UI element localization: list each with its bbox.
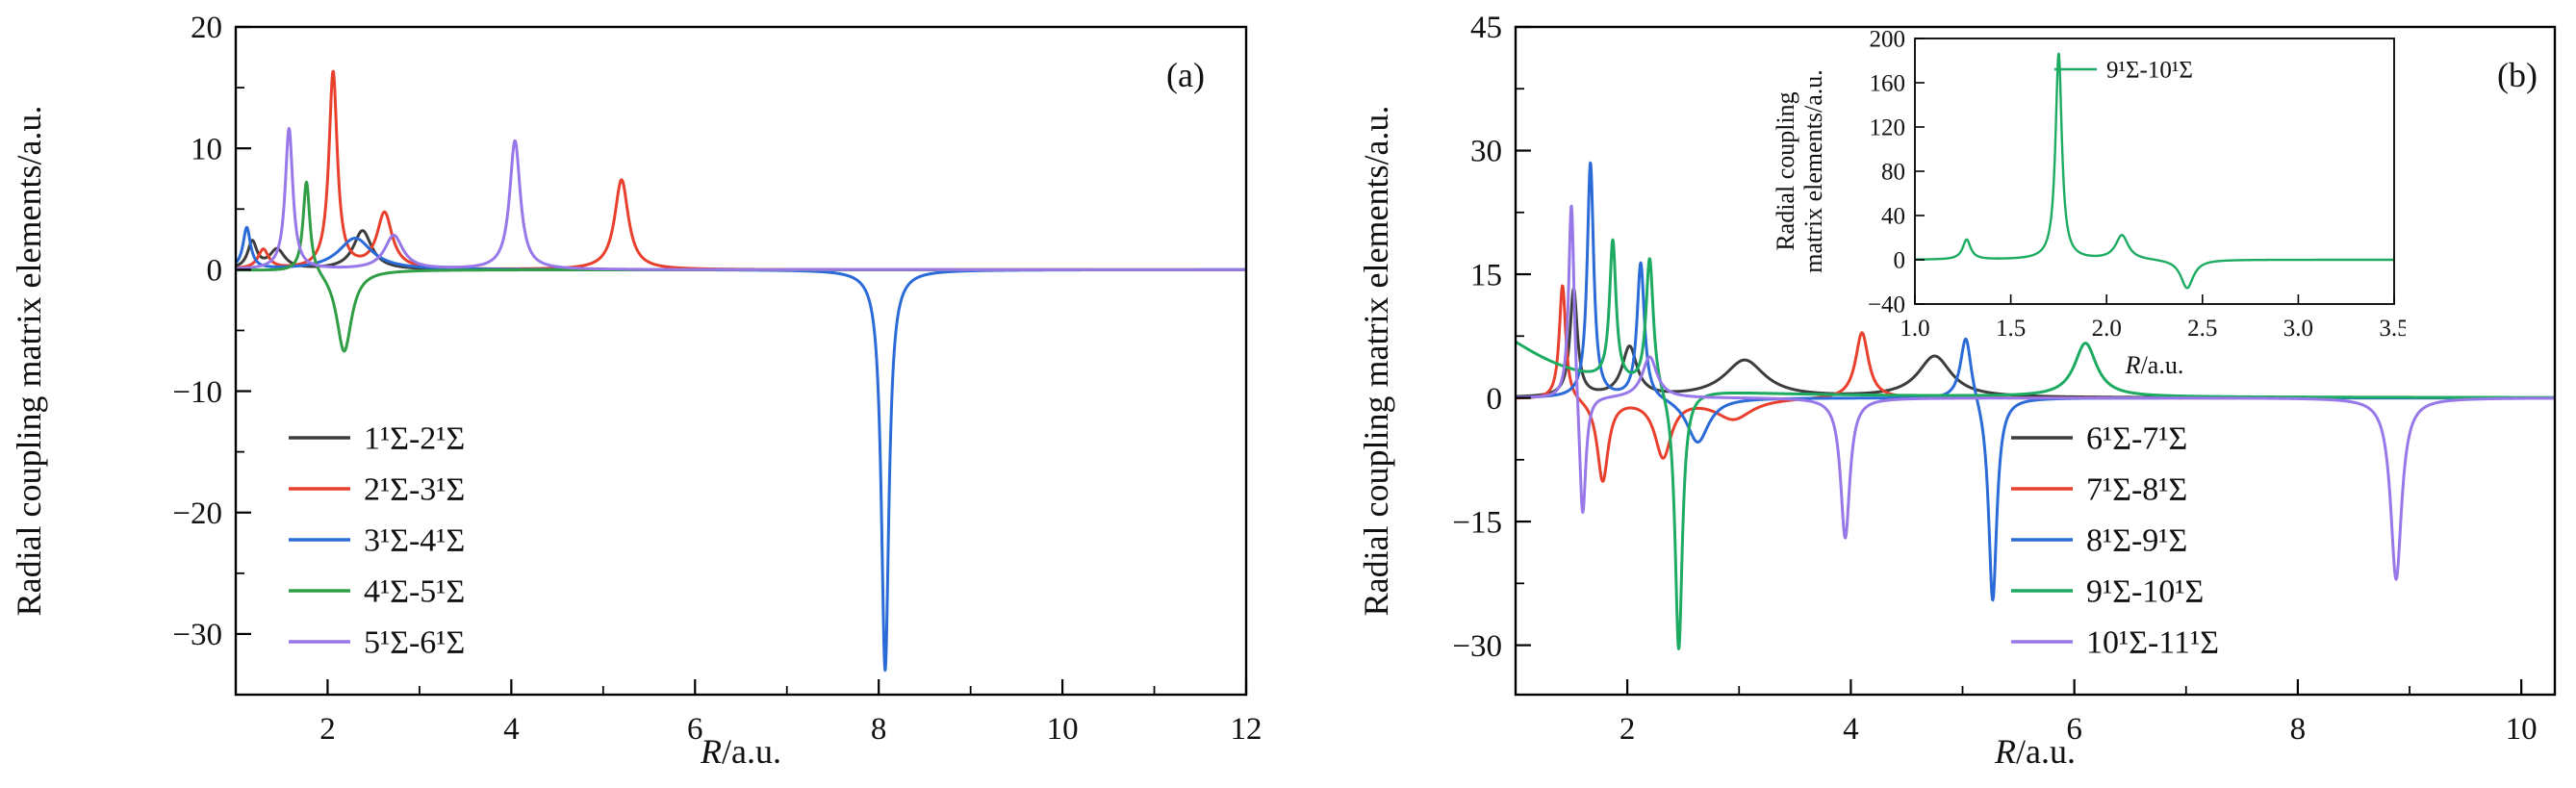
series-group xyxy=(1516,161,2555,650)
panel-a: 2 4 6 8 10 12 −30 −20 −10 0 10 20 R/a.u. Radial coupl… xyxy=(10,11,1262,771)
x-tick-label: 10 xyxy=(1047,712,1079,747)
y-tick-label: −30 xyxy=(1452,629,1502,664)
legend-label: 4¹Σ-5¹Σ xyxy=(364,574,465,610)
y-tick-label: 160 xyxy=(1870,71,1906,97)
y-tick-label: 40 xyxy=(1881,204,1905,230)
legend-label: 1¹Σ-2¹Σ xyxy=(364,421,465,457)
series-line-2 xyxy=(236,69,1246,271)
x-tick-label: 2 xyxy=(319,712,336,747)
panel-b-chart: 2 4 6 8 10 −30 −15 0 15 30 45 R/a.u. Radial coupling… xyxy=(1357,11,2557,771)
y-tick-label: 10 xyxy=(191,132,222,166)
x-tick-label: 2 xyxy=(1620,712,1636,747)
series-line-1 xyxy=(1915,52,2394,290)
x-tick-label: 12 xyxy=(1231,712,1262,747)
panel-b-inset-chart: 1.0 1.5 2.0 2.5 3.0 3.5 −40 0 40 80 120 160 200 R/a.u… xyxy=(1772,27,2406,380)
legend: 9¹Σ-10¹Σ xyxy=(2054,58,2193,84)
x-tick-label: 8 xyxy=(2290,712,2307,747)
axes: 2 4 6 8 10 −30 −15 0 15 30 45 xyxy=(1452,11,2537,747)
legend-label: 5¹Σ-6¹Σ xyxy=(364,625,465,661)
y-tick-label: −20 xyxy=(172,496,222,531)
legend-label: 9¹Σ-10¹Σ xyxy=(2086,574,2204,610)
series-line-5 xyxy=(1516,204,2555,581)
y-tick-label: −15 xyxy=(1452,505,1502,540)
y-tick-label: 0 xyxy=(207,254,223,289)
legend: 1¹Σ-2¹Σ 2¹Σ-3¹Σ 3¹Σ-4¹Σ 4¹Σ-5¹Σ 5¹Σ-6¹Σ xyxy=(289,421,465,661)
y-tick-label: 15 xyxy=(1470,258,1502,292)
y-tick-label: 20 xyxy=(191,11,222,45)
series-group xyxy=(1915,52,2394,290)
panel-tag: (b) xyxy=(2497,56,2538,94)
axis-frame xyxy=(234,25,1248,697)
x-tick-label: 2.5 xyxy=(2187,316,2217,342)
series-line-4 xyxy=(1516,238,2555,650)
legend-label: 10¹Σ-11¹Σ xyxy=(2086,625,2219,661)
x-tick-label: 6 xyxy=(2066,712,2082,747)
x-axis-label: R/a.u. xyxy=(700,732,781,771)
x-axis-label: R/a.u. xyxy=(2125,351,2184,379)
panel-a-chart: 2 4 6 8 10 12 −30 −20 −10 0 10 20 R/a.u. Radial coupl… xyxy=(10,11,1262,771)
x-axis-label: R/a.u. xyxy=(1994,732,2076,771)
legend: 6¹Σ-7¹Σ 7¹Σ-8¹Σ 8¹Σ-9¹Σ 9¹Σ-10¹Σ 10¹Σ-11¹Σ xyxy=(2011,421,2219,661)
x-tick-label: 6 xyxy=(687,712,703,747)
y-tick-label: −40 xyxy=(1868,292,1905,318)
x-tick-label: 8 xyxy=(871,712,887,747)
x-tick-label: 10 xyxy=(2506,712,2538,747)
legend-label: 6¹Σ-7¹Σ xyxy=(2086,421,2187,457)
axis-frame xyxy=(1514,25,2557,697)
x-tick-label: 3.5 xyxy=(2379,316,2406,342)
series-line-1 xyxy=(236,229,1246,271)
x-tick-label: 4 xyxy=(503,712,520,747)
y-tick-label: 120 xyxy=(1870,115,1906,141)
legend-label: 3¹Σ-4¹Σ xyxy=(364,523,465,559)
series-line-5 xyxy=(236,127,1246,271)
series-line-4 xyxy=(236,180,1246,353)
legend-label: 9¹Σ-10¹Σ xyxy=(2106,58,2193,84)
x-tick-label: 4 xyxy=(1843,712,1859,747)
series-group xyxy=(236,69,1246,673)
y-axis-label: Radial coupling matrix elements/a.u. xyxy=(1357,106,1395,617)
legend-label: 8¹Σ-9¹Σ xyxy=(2086,523,2187,559)
x-tick-label: 2.0 xyxy=(2092,316,2122,342)
axes: 1.0 1.5 2.0 2.5 3.0 3.5 −40 0 40 80 120 160 200 xyxy=(1868,27,2406,343)
y-tick-label: −10 xyxy=(172,375,222,410)
x-tick-label: 1.5 xyxy=(1996,316,2026,342)
y-axis-label: Radial coupling xyxy=(1772,91,1799,250)
y-tick-label: 0 xyxy=(1487,382,1503,417)
y-tick-label: 80 xyxy=(1881,160,1905,186)
y-tick-label: 200 xyxy=(1870,27,1906,53)
y-axis-label: Radial coupling matrix elements/a.u. xyxy=(10,106,48,617)
legend-label: 2¹Σ-3¹Σ xyxy=(364,472,465,508)
axes: 2 4 6 8 10 12 −30 −20 −10 0 10 20 xyxy=(172,11,1262,747)
y-tick-label: 45 xyxy=(1470,11,1502,45)
panel-tag: (a) xyxy=(1166,56,1205,94)
y-tick-label: 30 xyxy=(1470,135,1502,169)
y-tick-label: −30 xyxy=(172,618,222,652)
y-tick-label: 0 xyxy=(1894,248,1906,274)
legend-label: 7¹Σ-8¹Σ xyxy=(2086,472,2187,508)
y-axis-label: matrix elements/a.u. xyxy=(1799,69,1827,273)
panel-b: 2 4 6 8 10 −30 −15 0 15 30 45 R/a.u. Radial coupling… xyxy=(1338,0,2576,788)
x-tick-label: 1.0 xyxy=(1900,316,1929,342)
x-tick-label: 3.0 xyxy=(2283,316,2313,342)
